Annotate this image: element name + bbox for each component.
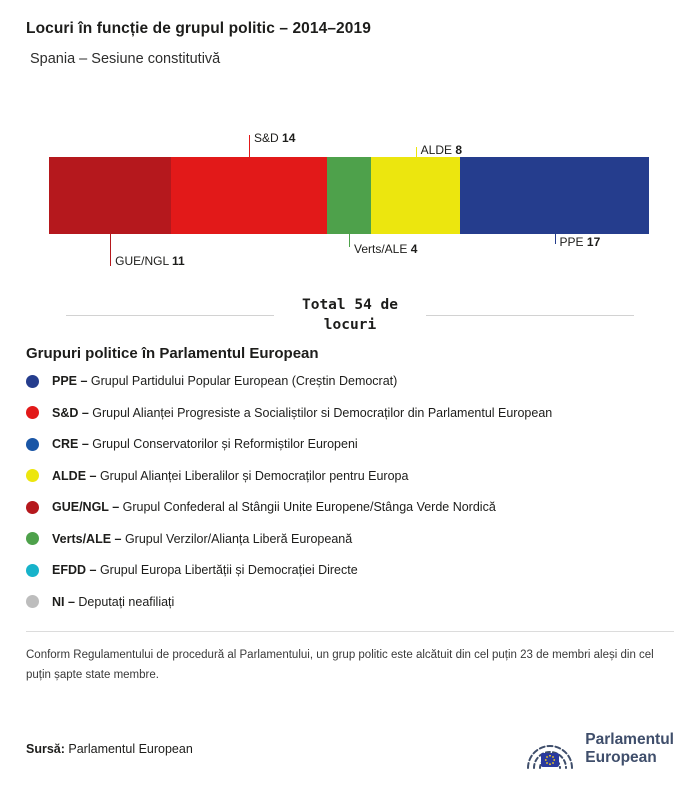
legend-item-ni: NI – Deputați neafiliați — [26, 595, 674, 609]
bar-segment-s-d — [171, 157, 327, 234]
legend-dot-verts-ale — [26, 532, 39, 545]
legend-item-verts-ale: Verts/ALE – Grupul Verzilor/Alianța Libe… — [26, 532, 674, 546]
legend-label: Verts/ALE – Grupul Verzilor/Alianța Libe… — [52, 531, 353, 546]
seats-stacked-bar-chart: GUE/NGL 11 S&D 14 Verts/ALE 4 ALDE 8 PPE 17 — [0, 127, 700, 279]
legend-dot-ni — [26, 595, 39, 608]
legend-item-ppe: PPE – Grupul Partidului Popular European… — [26, 374, 674, 388]
bar-segment-gue-ngl — [49, 157, 172, 234]
page-subtitle: Spania – Sesiune constitutivă — [30, 51, 221, 67]
bar-label-verts-ale: Verts/ALE 4 — [354, 242, 418, 256]
bar-label-s-d: S&D 14 — [254, 131, 296, 145]
ep-logo-line1: Parlamentul — [585, 731, 674, 749]
legend-label: ALDE – Grupul Alianței Liberalilor și De… — [52, 468, 409, 483]
legend-dot-efdd — [26, 563, 39, 577]
source-label: Sursă: — [26, 742, 65, 756]
legend-label: CRE – Grupul Conservatorilor și Reformiș… — [52, 437, 358, 451]
footer-divider — [26, 630, 674, 632]
legend-dot-alde — [26, 469, 39, 482]
bar-tick-gue-ngl — [110, 234, 112, 266]
stacked-bar — [49, 157, 649, 234]
eu-flag — [541, 753, 560, 767]
legend-dot-cre — [26, 437, 39, 451]
legend-item-alde: ALDE – Grupul Alianței Liberalilor și De… — [26, 469, 674, 483]
legend-label: PPE – Grupul Partidului Popular European… — [52, 374, 398, 388]
legend-item-cre: CRE – Grupul Conservatorilor și Reformiș… — [26, 437, 674, 451]
bar-tick-s-d — [249, 135, 250, 157]
divider-line-right — [426, 314, 634, 316]
legend-label: NI – Deputați neafiliați — [52, 594, 175, 609]
bar-segment-alde — [371, 157, 461, 234]
legend-heading: Grupuri politice în Parlamentul European — [26, 345, 319, 362]
ep-logo: Parlamentul European — [524, 726, 674, 772]
divider-line-left — [66, 314, 274, 316]
bar-tick-verts-ale — [349, 234, 350, 247]
legend-item-efdd: EFDD – Grupul Europa Libertății și Democ… — [26, 563, 674, 577]
legend-dot-gue-ngl — [26, 500, 39, 514]
legend-dot-ppe — [26, 374, 39, 388]
bar-segment-ppe — [460, 157, 649, 234]
total-separator: Total 54 de locuri — [66, 295, 634, 335]
bar-segment-verts-ale — [326, 157, 372, 234]
footnote: Conform Regulamentului de procedură al P… — [26, 648, 654, 682]
legend-label: EFDD – Grupul Europa Libertății și Democ… — [52, 563, 358, 577]
legend-item-gue-ngl: GUE/NGL – Grupul Confederal al Stângii U… — [26, 500, 674, 514]
source-text: Parlamentul European — [68, 742, 193, 756]
legend-item-s-d: S&D – Grupul Alianței Progresiste a Soci… — [26, 406, 674, 420]
legend-label: GUE/NGL – Grupul Confederal al Stângii U… — [52, 500, 496, 514]
legend-list: PPE – Grupul Partidului Popular European… — [26, 374, 674, 609]
bar-tick-ppe — [554, 234, 556, 244]
bar-tick-alde — [415, 147, 417, 157]
ep-logo-text: Parlamentul European — [585, 731, 674, 767]
ep-logo-line2: European — [585, 749, 657, 766]
total-seats-label: Total 54 de locuri — [301, 297, 399, 333]
legend-dot-s-d — [26, 406, 39, 419]
legend-label: S&D – Grupul Alianței Progresiste a Soci… — [52, 405, 553, 420]
bar-label-alde: ALDE 8 — [420, 143, 463, 157]
ep-hemicycle-icon — [527, 745, 574, 769]
footer-row: Sursă: Parlamentul European — [26, 726, 674, 772]
bar-label-gue-ngl: GUE/NGL 11 — [115, 254, 185, 268]
source-line: Sursă: Parlamentul European — [26, 742, 193, 756]
page-title: Locuri în funcție de grupul politic – 20… — [26, 20, 371, 37]
bar-label-ppe: PPE 17 — [559, 235, 601, 249]
